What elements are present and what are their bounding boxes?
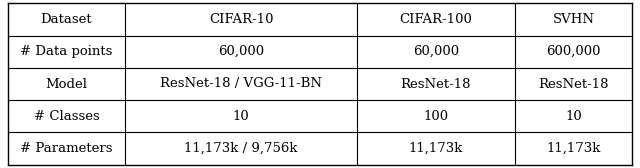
Text: # Classes: # Classes — [33, 110, 99, 123]
Text: 600,000: 600,000 — [547, 45, 601, 58]
Text: 100: 100 — [423, 110, 449, 123]
Text: SVHN: SVHN — [552, 13, 595, 26]
Text: ResNet-18: ResNet-18 — [538, 77, 609, 91]
Text: 11,173k: 11,173k — [409, 142, 463, 155]
Text: # Data points: # Data points — [20, 45, 113, 58]
Text: 60,000: 60,000 — [218, 45, 264, 58]
Text: # Parameters: # Parameters — [20, 142, 113, 155]
Text: CIFAR-100: CIFAR-100 — [399, 13, 472, 26]
Text: ResNet-18: ResNet-18 — [401, 77, 471, 91]
Text: Model: Model — [45, 77, 88, 91]
Text: 10: 10 — [233, 110, 250, 123]
Text: 60,000: 60,000 — [413, 45, 459, 58]
Text: 10: 10 — [565, 110, 582, 123]
Text: CIFAR-10: CIFAR-10 — [209, 13, 273, 26]
Text: 11,173k / 9,756k: 11,173k / 9,756k — [184, 142, 298, 155]
Text: 11,173k: 11,173k — [547, 142, 601, 155]
Text: Dataset: Dataset — [40, 13, 92, 26]
Text: ResNet-18 / VGG-11-BN: ResNet-18 / VGG-11-BN — [160, 77, 322, 91]
